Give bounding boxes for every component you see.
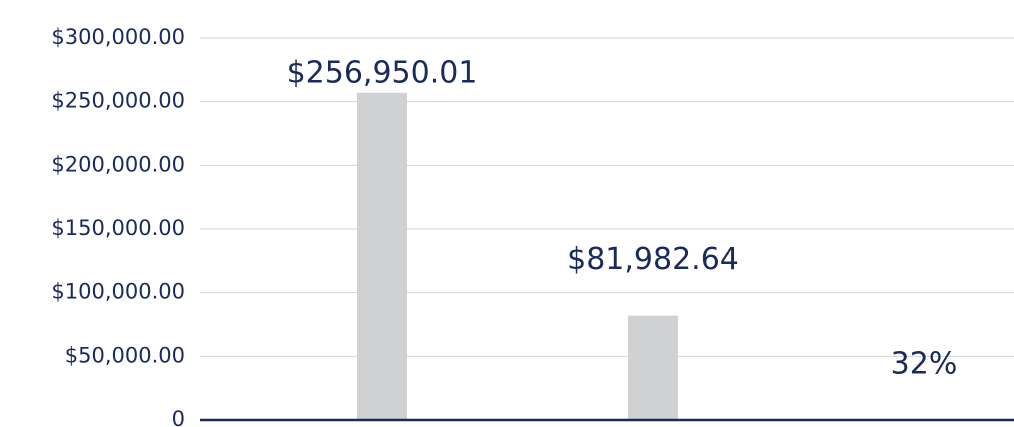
value-label: 32% xyxy=(891,346,958,381)
y-tick-label: $50,000.00 xyxy=(65,343,185,367)
y-tick-label: $200,000.00 xyxy=(51,152,185,176)
y-tick-label: $250,000.00 xyxy=(51,89,185,113)
value-label: $256,950.01 xyxy=(287,56,478,91)
y-tick-label: $100,000.00 xyxy=(51,280,185,304)
y-tick-label: 0 xyxy=(172,407,185,427)
bar xyxy=(357,92,407,420)
y-tick-label: $300,000.00 xyxy=(51,25,185,49)
bar xyxy=(628,315,678,420)
y-tick-label: $150,000.00 xyxy=(51,216,185,240)
value-label: $81,982.64 xyxy=(567,242,739,277)
